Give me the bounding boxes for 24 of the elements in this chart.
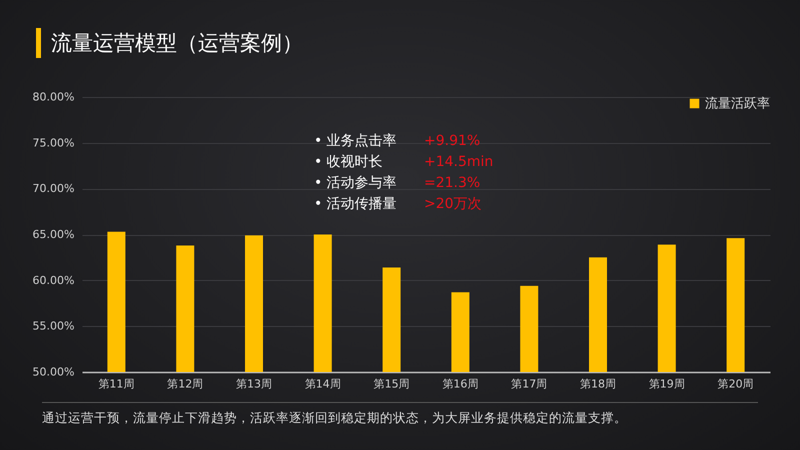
x-tick-label: 第12周 xyxy=(167,378,204,390)
chart-title: 流量运营模型（运营案例） xyxy=(51,30,303,57)
text: • 活动参与率 =21.3% xyxy=(314,175,480,191)
x-tick-label: 第16周 xyxy=(442,378,478,390)
text: • 收视时长 +14.5min xyxy=(314,154,494,170)
y-tick-label: 60.00% xyxy=(32,274,74,287)
y-tick-label: 65.00% xyxy=(32,228,74,241)
text: • 业务点击率 +9.91% xyxy=(314,133,480,149)
x-tick-label: 第15周 xyxy=(374,378,410,390)
y-tick-label: 55.00% xyxy=(32,320,74,333)
x-tick-label: 第19周 xyxy=(648,378,685,390)
y-tick-label: 70.00% xyxy=(32,182,74,196)
x-tick-label: 第17周 xyxy=(511,378,548,390)
text: • 活动传播量 >20万次 xyxy=(314,196,482,212)
y-tick-label: 75.00% xyxy=(32,136,74,150)
x-tick-label: 第20周 xyxy=(718,378,754,390)
y-tick-label: 80.00% xyxy=(32,90,74,104)
text: 通过运营干预，流量停止下滑趋势，活跃率逐渐回到稳定期的状态，为大屏业务提供稳定的流量支撑。 xyxy=(42,410,627,427)
x-tick-label: 第18周 xyxy=(580,378,616,390)
x-tick-label: 第11周 xyxy=(98,378,134,390)
x-tick-label: 第14周 xyxy=(304,378,341,390)
y-tick-label: 50.00% xyxy=(32,366,74,378)
x-tick-label: 第13周 xyxy=(236,378,272,390)
legend-label: 流量活跃率 xyxy=(705,96,770,112)
